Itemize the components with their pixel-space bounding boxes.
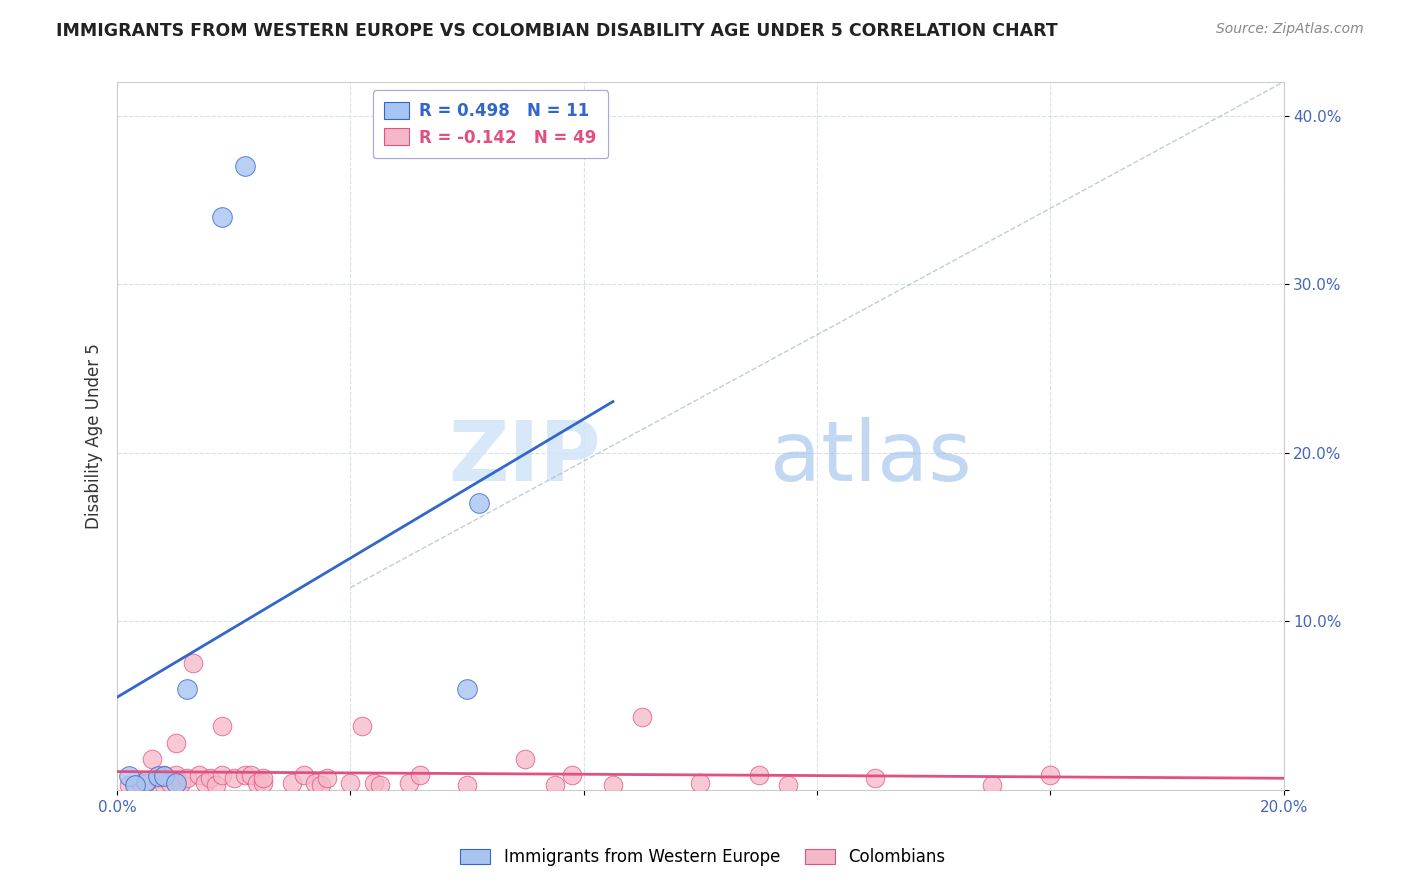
Point [292, 767, 315, 781]
Point [865, 771, 887, 785]
Point [222, 771, 245, 785]
Point [748, 767, 770, 781]
Point [146, 771, 169, 785]
Point [631, 710, 654, 724]
Text: IMMIGRANTS FROM WESTERN EUROPE VS COLOMBIAN DISABILITY AGE UNDER 5 CORRELATION C: IMMIGRANTS FROM WESTERN EUROPE VS COLOMB… [56, 22, 1057, 40]
Point [124, 778, 146, 792]
Point [602, 778, 624, 792]
Point [252, 771, 274, 785]
Point [165, 767, 187, 781]
Point [368, 778, 391, 792]
Point [281, 776, 304, 790]
Point [146, 769, 169, 783]
Point [165, 736, 187, 750]
Y-axis label: Disability Age Under 5: Disability Age Under 5 [86, 343, 103, 529]
Point [165, 776, 187, 790]
Point [211, 767, 233, 781]
Point [124, 778, 146, 792]
Legend: Immigrants from Western Europe, Colombians: Immigrants from Western Europe, Colombia… [453, 840, 953, 875]
Point [561, 767, 583, 781]
Point [363, 776, 385, 790]
Point [981, 778, 1004, 792]
Point [170, 776, 193, 790]
Point [153, 769, 176, 783]
Point [176, 681, 198, 696]
Point [211, 719, 233, 733]
Point [246, 776, 269, 790]
Point [181, 657, 204, 671]
Point [252, 776, 274, 790]
Point [1039, 767, 1062, 781]
Point [352, 719, 374, 733]
Point [240, 767, 263, 781]
Point [129, 776, 152, 790]
Legend: R = 0.498   N = 11, R = -0.142   N = 49: R = 0.498 N = 11, R = -0.142 N = 49 [373, 90, 609, 158]
Point [153, 767, 176, 781]
Point [456, 778, 478, 792]
Point [141, 752, 163, 766]
Point [176, 771, 198, 785]
Text: ZIP: ZIP [449, 417, 602, 498]
Text: atlas: atlas [770, 417, 972, 498]
Point [235, 159, 257, 173]
Point [205, 778, 228, 792]
Point [118, 769, 141, 783]
Point [135, 776, 157, 790]
Point [235, 767, 257, 781]
Point [456, 681, 478, 696]
Point [689, 776, 711, 790]
Point [118, 778, 141, 792]
Point [159, 776, 181, 790]
Point [339, 776, 361, 790]
Point [194, 776, 217, 790]
Point [135, 774, 157, 789]
Point [398, 776, 420, 790]
Point [153, 778, 176, 792]
Point [543, 778, 565, 792]
Point [200, 771, 222, 785]
Point [468, 496, 491, 510]
Point [311, 778, 333, 792]
Point [304, 776, 326, 790]
Text: Source: ZipAtlas.com: Source: ZipAtlas.com [1216, 22, 1364, 37]
Point [211, 210, 233, 224]
Point [776, 778, 799, 792]
Point [515, 752, 537, 766]
Point [187, 767, 209, 781]
Point [409, 767, 432, 781]
Point [316, 771, 339, 785]
